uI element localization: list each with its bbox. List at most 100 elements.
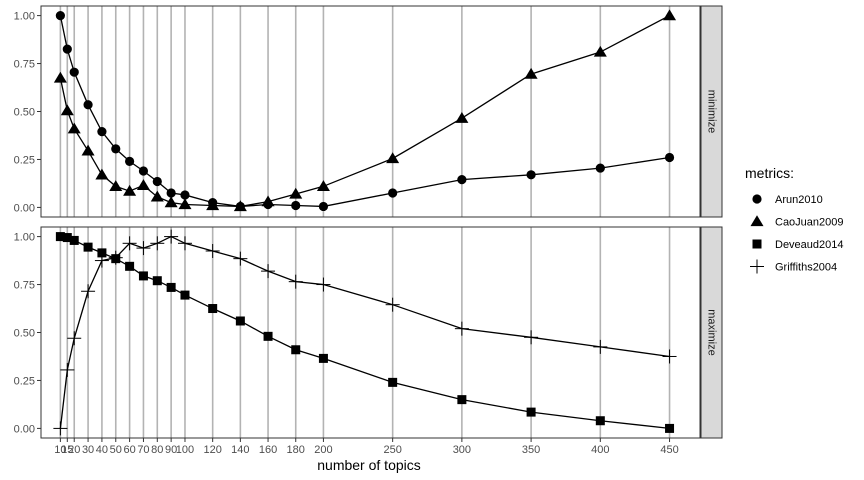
point-Griffiths2004-180 — [288, 274, 303, 289]
point-Arun2010-70 — [138, 166, 149, 176]
point-Deveaud2014-120 — [208, 304, 218, 314]
point-Griffiths2004-120 — [205, 243, 220, 258]
point-Deveaud2014-80 — [152, 276, 162, 286]
y-tick-label: 0.50 — [14, 328, 35, 340]
point-Griffiths2004-10 — [53, 421, 68, 436]
point-CaoJuan2009-100 — [178, 198, 192, 210]
point-CaoJuan2009-70 — [136, 179, 150, 190]
point-Griffiths2004-400 — [593, 339, 608, 354]
legend-key-CaoJuan2009 — [750, 215, 764, 227]
legend-item-Arun2010: Arun2010 — [752, 194, 823, 206]
x-tick-label: 60 — [123, 444, 135, 456]
legend-label: Arun2010 — [775, 194, 823, 206]
point-Deveaud2014-60 — [125, 261, 135, 271]
y-tick-label: 1.00 — [14, 232, 35, 244]
x-tick-label: 180 — [287, 444, 305, 456]
point-Griffiths2004-300 — [454, 321, 469, 336]
point-Deveaud2014-70 — [138, 271, 148, 281]
point-CaoJuan2009-400 — [593, 45, 607, 57]
point-Arun2010-50 — [111, 144, 121, 154]
legend-key-Deveaud2014 — [752, 239, 762, 249]
point-Deveaud2014-250 — [388, 377, 398, 387]
panel-background — [41, 227, 700, 438]
x-tick-label: 10 — [54, 444, 66, 456]
panels-layer: 0.00 0.25 0.50 0.75 1.00 minimize 0.00 0.25 0.50… — [14, 5, 723, 439]
point-CaoJuan2009-160 — [261, 195, 275, 207]
point-Griffiths2004-160 — [261, 264, 276, 279]
point-CaoJuan2009-200 — [316, 180, 330, 191]
legend-title: metrics: — [745, 165, 794, 181]
point-Arun2010-60 — [125, 156, 135, 166]
point-Arun2010-10 — [55, 10, 65, 21]
point-CaoJuan2009-60 — [123, 184, 137, 196]
legend: metrics: Arun2010 CaoJuan2009 Deveaud2014 G… — [745, 165, 844, 274]
facet-strip-label: maximize — [706, 309, 718, 355]
point-Deveaud2014-15 — [62, 233, 72, 243]
point-Deveaud2014-450 — [665, 423, 675, 433]
legend-key-Griffiths2004 — [750, 259, 764, 274]
point-Arun2010-90 — [166, 188, 176, 198]
y-tick-label: 0.50 — [14, 107, 35, 119]
y-tick-label: 0.25 — [14, 375, 35, 387]
point-Arun2010-400 — [595, 163, 605, 173]
x-tick-label: 15 — [61, 444, 73, 456]
point-CaoJuan2009-30 — [81, 144, 95, 156]
point-CaoJuan2009-250 — [386, 152, 400, 164]
point-Griffiths2004-40 — [94, 253, 109, 268]
x-axis-title: number of topics — [317, 457, 421, 473]
x-tick-label: 160 — [259, 444, 277, 456]
point-Arun2010-80 — [152, 176, 162, 187]
facet-strip-label: minimize — [706, 90, 718, 133]
panel-background — [41, 6, 700, 217]
x-tick-label: 120 — [203, 444, 221, 456]
point-CaoJuan2009-180 — [289, 187, 303, 199]
point-Arun2010-40 — [97, 127, 107, 137]
point-Griffiths2004-20 — [67, 331, 82, 346]
point-Arun2010-200 — [318, 201, 329, 212]
x-tick-label: 350 — [522, 444, 540, 456]
x-tick-label: 80 — [151, 444, 163, 456]
legend-key-Arun2010 — [752, 194, 762, 204]
point-Griffiths2004-50 — [108, 250, 123, 265]
point-Arun2010-180 — [291, 200, 301, 211]
point-CaoJuan2009-90 — [164, 196, 178, 208]
x-tick-label: 30 — [82, 444, 94, 456]
point-Griffiths2004-350 — [524, 330, 539, 345]
point-Deveaud2014-300 — [457, 395, 467, 405]
y-tick-label: 0.25 — [14, 154, 35, 166]
legend-item-CaoJuan2009: CaoJuan2009 — [750, 215, 844, 229]
point-Griffiths2004-30 — [81, 284, 96, 299]
point-Griffiths2004-15 — [60, 362, 75, 377]
point-Deveaud2014-20 — [69, 235, 79, 245]
point-CaoJuan2009-40 — [95, 168, 109, 180]
point-CaoJuan2009-300 — [455, 112, 469, 123]
x-tick-label: 450 — [660, 444, 678, 456]
point-Griffiths2004-60 — [122, 236, 137, 251]
x-tick-label: 50 — [110, 444, 122, 456]
point-Griffiths2004-200 — [316, 277, 331, 292]
x-tick-label: 300 — [453, 444, 471, 456]
point-CaoJuan2009-10 — [53, 71, 67, 83]
point-Arun2010-450 — [664, 152, 675, 163]
panel-maximize: 0.00 0.25 0.50 0.75 1.00 maximize — [14, 226, 723, 439]
point-Deveaud2014-30 — [83, 242, 93, 252]
x-tick-label: 140 — [231, 444, 249, 456]
facet-strip-bg — [700, 5, 723, 218]
legend-label: Griffiths2004 — [775, 262, 837, 274]
x-tick-label: 20 — [68, 444, 80, 456]
point-Deveaud2014-140 — [235, 316, 245, 326]
point-CaoJuan2009-140 — [233, 200, 247, 212]
point-Deveaud2014-40 — [97, 248, 107, 258]
point-Deveaud2014-200 — [318, 353, 328, 363]
point-Deveaud2014-350 — [526, 407, 536, 417]
x-tick-label: 400 — [591, 444, 609, 456]
point-CaoJuan2009-50 — [109, 180, 123, 191]
point-Arun2010-30 — [83, 100, 93, 110]
x-tick-label: 200 — [314, 444, 332, 456]
point-CaoJuan2009-20 — [67, 122, 81, 134]
point-Arun2010-20 — [69, 67, 79, 77]
legend-item-Deveaud2014: Deveaud2014 — [752, 239, 844, 251]
x-tick-label: 70 — [137, 444, 149, 456]
